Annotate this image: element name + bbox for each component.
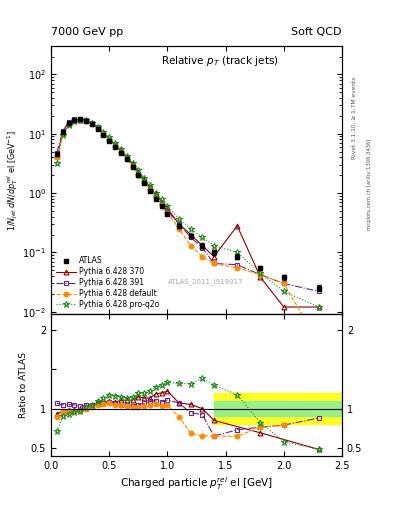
Text: Relative $p_T$ (track jets): Relative $p_T$ (track jets)	[161, 54, 279, 68]
Legend: ATLAS, Pythia 6.428 370, Pythia 6.428 391, Pythia 6.428 default, Pythia 6.428 pr: ATLAS, Pythia 6.428 370, Pythia 6.428 39…	[55, 255, 160, 311]
Y-axis label: $1/N_{jet}\ dN/dp^{rel}_{T}\ \mathrm{el}\ [\mathrm{GeV}^{-1}]$: $1/N_{jet}\ dN/dp^{rel}_{T}\ \mathrm{el}…	[5, 130, 20, 231]
Text: Rivet 3.1.10, ≥ 1.7M events: Rivet 3.1.10, ≥ 1.7M events	[352, 77, 357, 159]
Y-axis label: Ratio to ATLAS: Ratio to ATLAS	[19, 352, 28, 418]
Text: 7000 GeV pp: 7000 GeV pp	[51, 27, 123, 37]
X-axis label: Charged particle $p^{rel}_{T}$ el [GeV]: Charged particle $p^{rel}_{T}$ el [GeV]	[120, 475, 273, 492]
Text: mcplots.cern.ch [arXiv:1306.3436]: mcplots.cern.ch [arXiv:1306.3436]	[367, 139, 373, 230]
Text: ATLAS_2011_I919017: ATLAS_2011_I919017	[167, 278, 243, 285]
Text: Soft QCD: Soft QCD	[292, 27, 342, 37]
